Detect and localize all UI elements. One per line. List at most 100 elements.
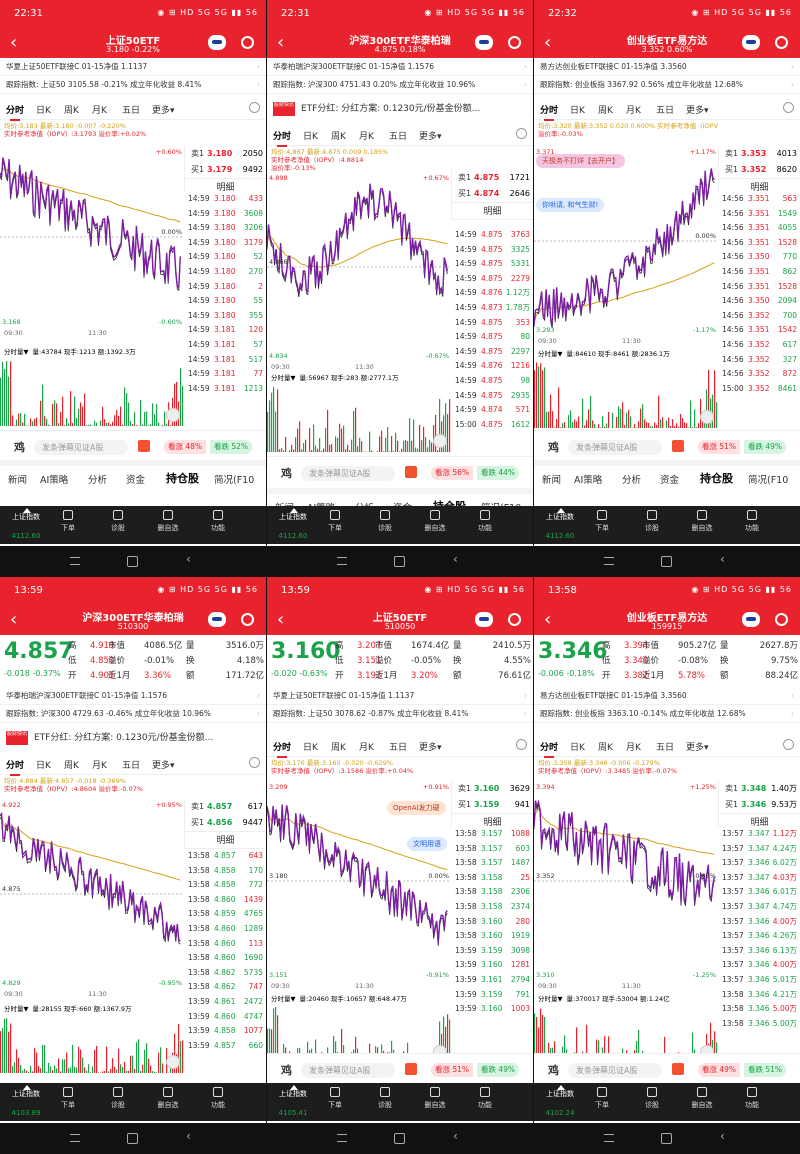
volume-chart[interactable]: 分时量▼ 量:56967 现手:283 额:2777.1万 xyxy=(267,372,451,452)
ai-robot-icon[interactable] xyxy=(475,35,493,50)
nav-diagnose[interactable]: 诊股 xyxy=(98,1087,138,1110)
home-icon[interactable] xyxy=(394,556,405,567)
tab-daily[interactable]: 日K xyxy=(303,132,318,142)
intraday-chart[interactable]: +0.95% -0.95% 4.922 4.829 4.875 xyxy=(0,799,184,989)
back-icon[interactable]: ‹ xyxy=(544,609,552,630)
index-ticker[interactable]: 上证指数 4112.60 xyxy=(538,508,582,540)
tab-weekly[interactable]: 周K xyxy=(331,743,346,753)
nav-remove-watchlist[interactable]: 删自选 xyxy=(148,510,188,533)
danmaku-icon[interactable]: 鸡 xyxy=(548,441,559,454)
info-tab-4[interactable]: 持仓股 xyxy=(700,472,733,485)
tracking-index-row[interactable]: 跟踪指数: 创业板指 3367.92 0.56% 成立年化收益 12.68% › xyxy=(534,76,800,94)
nav-diagnose[interactable]: 诊股 xyxy=(365,1087,405,1110)
gift-icon[interactable] xyxy=(672,1063,684,1075)
info-tab-5[interactable]: 简况(F10 xyxy=(748,475,789,486)
search-icon[interactable] xyxy=(775,36,788,49)
settings-icon[interactable] xyxy=(249,757,260,768)
danmaku-icon[interactable]: 鸡 xyxy=(281,467,292,480)
menu-icon[interactable] xyxy=(70,557,80,565)
intraday-chart[interactable]: +0.91% 0.00% -0.91% 3.209 3.151 3.180 OpenAI发力… xyxy=(267,781,451,981)
gift-icon[interactable] xyxy=(672,440,684,452)
back-nav-icon[interactable]: ‹ xyxy=(453,1129,458,1143)
linked-fund-row[interactable]: 易方达创业板ETF联接C 01-15净值 3.3560 › xyxy=(534,687,800,705)
info-tab-2[interactable]: 分析 xyxy=(88,475,108,486)
nav-order[interactable]: 下单 xyxy=(582,1087,622,1110)
back-nav-icon[interactable]: ‹ xyxy=(186,1129,191,1143)
menu-icon[interactable] xyxy=(337,557,347,565)
nav-order[interactable]: 下单 xyxy=(48,510,88,533)
info-tab-5[interactable]: 简况(F10 xyxy=(214,475,255,486)
back-icon[interactable]: ‹ xyxy=(277,32,285,53)
ai-robot-icon[interactable] xyxy=(742,612,760,627)
tracking-index-row[interactable]: 跟踪指数: 上证50 3105.58 -0.21% 成立年化收益 8.41% › xyxy=(0,76,266,94)
search-icon[interactable] xyxy=(775,613,788,626)
tab-monthly[interactable]: 月K xyxy=(92,761,107,771)
tab-intraday[interactable]: 分时 xyxy=(273,740,291,758)
search-icon[interactable] xyxy=(508,36,521,49)
nav-function[interactable]: 功能 xyxy=(732,1087,772,1110)
tab-more[interactable]: 更多▾ xyxy=(686,743,709,753)
tracking-index-row[interactable]: 跟踪指数: 沪深300 4751.43 0.20% 成立年化收益 10.96% › xyxy=(267,76,533,94)
bearish-button[interactable]: 看跌 49% xyxy=(744,440,787,454)
tab-monthly[interactable]: 月K xyxy=(359,132,374,142)
tab-intraday[interactable]: 分时 xyxy=(6,103,24,121)
nav-order[interactable]: 下单 xyxy=(315,1087,355,1110)
tracking-index-row[interactable]: 跟踪指数: 创业板指 3363.10 -0.14% 成立年化收益 12.68% › xyxy=(534,705,800,723)
tick-list[interactable]: 13:57 3.347 1.12万 13:57 3.347 4.24万 13:57 3.346… xyxy=(718,827,800,1049)
volume-label[interactable]: 分时量 xyxy=(4,1005,24,1013)
tab-intraday[interactable]: 分时 xyxy=(540,740,558,758)
linked-fund-row[interactable]: 华夏上证50ETF联接C 01-15净值 1.1137 › xyxy=(0,58,266,76)
volume-chart[interactable]: 分时量▼ 量:43784 现手:1213 额:1392.3万 xyxy=(0,346,184,426)
info-tab-0[interactable]: 新闻 xyxy=(8,475,28,486)
nav-diagnose[interactable]: 诊股 xyxy=(632,1087,672,1110)
linked-fund-row[interactable]: 易方达创业板ETF联接C 01-15净值 3.3560 › xyxy=(534,58,800,76)
tab-intraday[interactable]: 分时 xyxy=(6,758,24,776)
tab-more[interactable]: 更多▾ xyxy=(686,106,709,116)
nav-function[interactable]: 功能 xyxy=(198,1087,238,1110)
tab-more[interactable]: 更多▾ xyxy=(419,743,442,753)
nav-diagnose[interactable]: 诊股 xyxy=(632,510,672,533)
ai-robot-icon[interactable] xyxy=(208,35,226,50)
tab-daily[interactable]: 日K xyxy=(570,743,585,753)
intraday-chart[interactable]: +0.60% 0.00% -0.60% 3.168 xyxy=(0,146,184,328)
gift-icon[interactable] xyxy=(405,466,417,478)
danmaku-input[interactable]: 发条弹幕见证A股 xyxy=(301,1063,395,1078)
home-icon[interactable] xyxy=(127,556,138,567)
nav-remove-watchlist[interactable]: 删自选 xyxy=(415,1087,455,1110)
settings-icon[interactable] xyxy=(516,128,527,139)
nav-function[interactable]: 功能 xyxy=(732,510,772,533)
bearish-button[interactable]: 看跌 52% xyxy=(210,440,253,454)
nav-remove-watchlist[interactable]: 删自选 xyxy=(415,510,455,533)
bullish-button[interactable]: 看涨 56% xyxy=(431,466,474,480)
tracking-index-row[interactable]: 跟踪指数: 上证50 3078.62 -0.87% 成立年化收益 8.41% › xyxy=(267,705,533,723)
menu-icon[interactable] xyxy=(337,1134,347,1142)
tick-list[interactable]: 14:59 3.180 433 14:59 3.180 3608 14:59 3.180 320… xyxy=(184,192,266,426)
settings-icon[interactable] xyxy=(249,102,260,113)
nav-remove-watchlist[interactable]: 删自选 xyxy=(148,1087,188,1110)
volume-chart[interactable]: 分时量▼ 量:28155 现手:660 额:1367.9万 xyxy=(0,1003,184,1073)
search-icon[interactable] xyxy=(241,36,254,49)
index-ticker[interactable]: 上证指数 4105.41 xyxy=(271,1085,315,1117)
nav-remove-watchlist[interactable]: 删自选 xyxy=(682,1087,722,1110)
danmaku-input[interactable]: 发条弹幕见证A股 xyxy=(568,1063,662,1078)
tab-five-day[interactable]: 五日 xyxy=(122,761,141,771)
nav-function[interactable]: 功能 xyxy=(198,510,238,533)
magnify-icon[interactable] xyxy=(700,410,714,424)
info-tab-3[interactable]: 资金 xyxy=(126,475,146,486)
menu-icon[interactable] xyxy=(604,1134,614,1142)
tracking-index-row[interactable]: 跟踪指数: 沪深300 4729.63 -0.46% 成立年化收益 10.96%… xyxy=(0,705,266,723)
tab-five-day[interactable]: 五日 xyxy=(389,743,408,753)
nav-order[interactable]: 下单 xyxy=(582,510,622,533)
info-tab-3[interactable]: 资金 xyxy=(660,475,680,486)
settings-icon[interactable] xyxy=(783,102,794,113)
info-tab-2[interactable]: 分析 xyxy=(622,475,642,486)
ai-robot-icon[interactable] xyxy=(742,35,760,50)
intraday-chart[interactable]: +1.25% 0.00% -1.25% 3.394 3.310 3.352 xyxy=(534,781,718,981)
bullish-button[interactable]: 看涨 48% xyxy=(164,440,207,454)
ai-robot-icon[interactable] xyxy=(208,612,226,627)
tab-intraday[interactable]: 分时 xyxy=(273,129,291,147)
tab-monthly[interactable]: 月K xyxy=(359,743,374,753)
tab-more[interactable]: 更多▾ xyxy=(152,761,175,771)
home-icon[interactable] xyxy=(661,556,672,567)
back-icon[interactable]: ‹ xyxy=(10,609,18,630)
